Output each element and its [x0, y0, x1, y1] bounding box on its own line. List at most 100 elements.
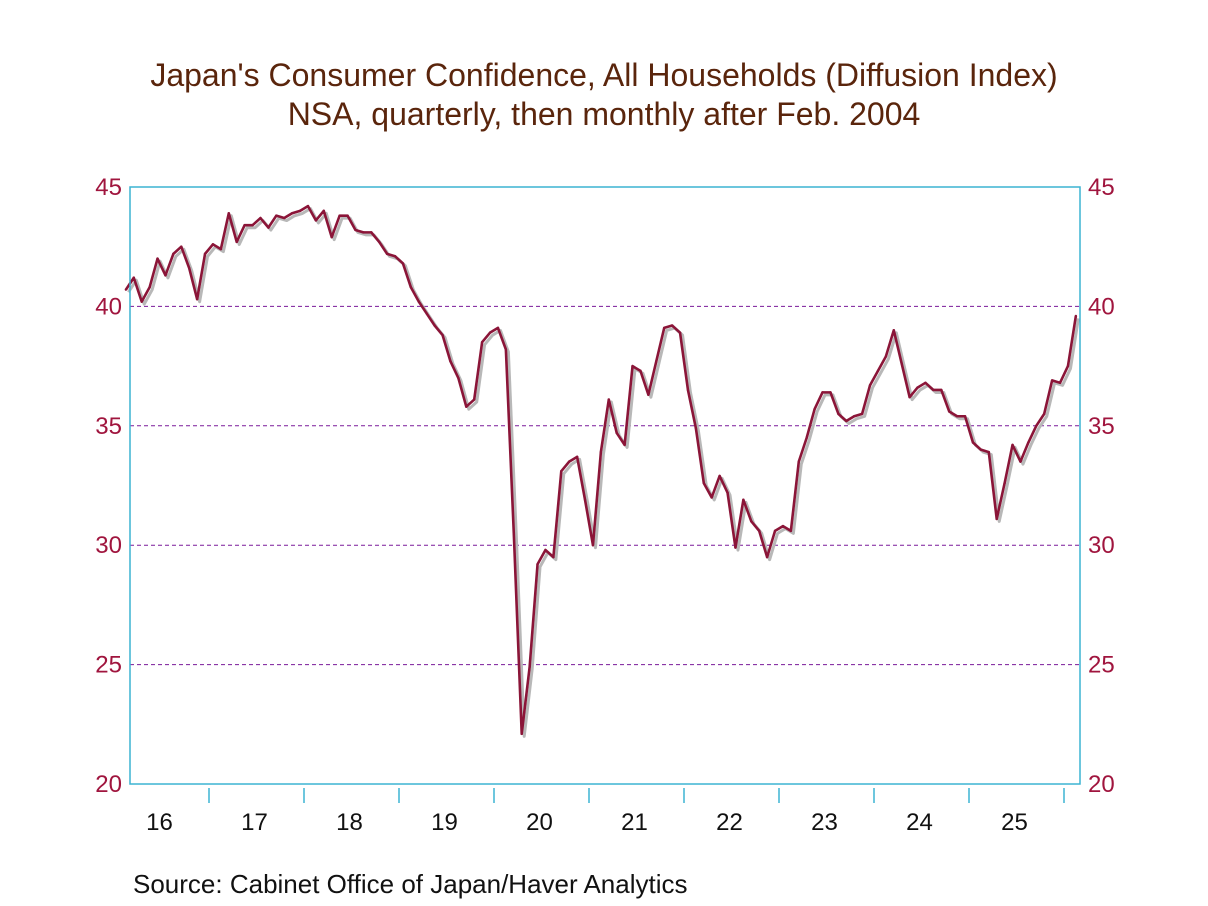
data-point — [726, 491, 729, 494]
data-point — [694, 426, 698, 430]
data-point — [401, 262, 405, 265]
data-point — [496, 326, 500, 330]
data-point — [718, 474, 721, 478]
chart-subtitle: NSA, quarterly, then monthly after Feb. … — [288, 96, 921, 132]
data-point — [789, 529, 793, 533]
data-point — [639, 369, 642, 373]
data-point — [417, 300, 420, 303]
y-tick-label-left: 20 — [95, 771, 122, 798]
data-point — [251, 224, 254, 227]
data-point — [710, 496, 713, 499]
data-point — [797, 460, 800, 463]
data-point — [504, 348, 508, 351]
y-tick-label-right: 40 — [1088, 293, 1115, 320]
data-point — [457, 376, 460, 380]
data-point — [647, 393, 650, 396]
data-point — [884, 355, 888, 358]
data-point — [995, 517, 998, 521]
x-tick-label: 16 — [146, 809, 173, 836]
data-point — [449, 360, 452, 363]
data-point — [860, 412, 864, 416]
gridlines — [130, 305, 1080, 666]
data-point — [180, 245, 183, 248]
data-point — [734, 546, 737, 549]
plot-frame — [129, 186, 1081, 785]
data-point — [1043, 412, 1046, 416]
data-point — [195, 298, 199, 301]
data-point — [362, 231, 365, 234]
data-point — [306, 204, 310, 208]
data-point — [188, 266, 191, 270]
data-point — [528, 665, 531, 669]
data-point — [425, 312, 428, 315]
data-point — [829, 391, 832, 394]
data-point — [702, 481, 705, 485]
data-point — [583, 498, 587, 502]
data-point — [1058, 381, 1062, 385]
data-point — [473, 398, 476, 401]
data-point — [1027, 441, 1030, 444]
data-point — [987, 450, 990, 454]
data-point — [781, 524, 785, 528]
data-point — [544, 548, 547, 552]
data-point — [354, 228, 357, 232]
data-point — [1074, 314, 1078, 318]
data-point — [948, 410, 951, 413]
data-point — [805, 436, 808, 439]
data-point — [773, 529, 777, 533]
y-tick-label-right: 35 — [1088, 413, 1115, 440]
data-point — [568, 460, 571, 463]
x-tick-label: 17 — [241, 809, 268, 836]
data-point — [1035, 424, 1038, 427]
data-point — [243, 224, 246, 227]
data-point — [488, 331, 492, 334]
data-point — [900, 362, 903, 365]
x-tick-label: 22 — [716, 809, 743, 836]
data-point — [1050, 379, 1054, 382]
data-point — [876, 369, 880, 373]
x-tick-label: 23 — [811, 809, 838, 836]
data-point — [591, 544, 595, 547]
data-point — [742, 498, 745, 502]
data-point — [908, 395, 911, 399]
data-point — [615, 431, 618, 435]
data-point — [916, 386, 919, 389]
y-tick-label-left: 35 — [95, 413, 122, 440]
data-point — [441, 333, 444, 337]
y-tick-label-right: 30 — [1088, 532, 1115, 559]
data-point — [378, 240, 381, 244]
data-point — [599, 450, 603, 454]
data-point — [560, 469, 563, 473]
y-tick-label-left: 25 — [95, 652, 122, 679]
data-point — [385, 252, 389, 256]
data-point — [219, 247, 223, 251]
data-point — [971, 441, 975, 444]
chart-title: Japan's Consumer Confidence, All Househo… — [150, 57, 1057, 93]
data-point — [140, 300, 143, 303]
data-point — [322, 209, 325, 213]
y-tick-label-right: 25 — [1088, 652, 1115, 679]
data-point — [955, 415, 959, 418]
data-point — [267, 226, 270, 229]
y-tick-label-right: 45 — [1088, 174, 1115, 201]
data-point — [433, 324, 436, 327]
data-point — [678, 331, 682, 334]
data-point — [148, 286, 151, 289]
data-point — [275, 214, 278, 217]
data-point — [227, 212, 230, 215]
data-point — [156, 257, 159, 260]
data-point — [837, 412, 840, 416]
data-point — [465, 405, 468, 408]
data-point — [298, 209, 302, 213]
data-point — [370, 231, 373, 234]
data-point — [924, 381, 927, 385]
data-point — [932, 388, 935, 392]
data-point — [813, 407, 816, 411]
data-point — [940, 388, 943, 392]
data-point — [631, 364, 634, 368]
data-point — [686, 388, 690, 392]
data-point — [480, 341, 484, 344]
data-point — [623, 443, 626, 447]
x-axis: 16 17 18 19 20 21 22 23 24 25 — [146, 788, 1065, 836]
